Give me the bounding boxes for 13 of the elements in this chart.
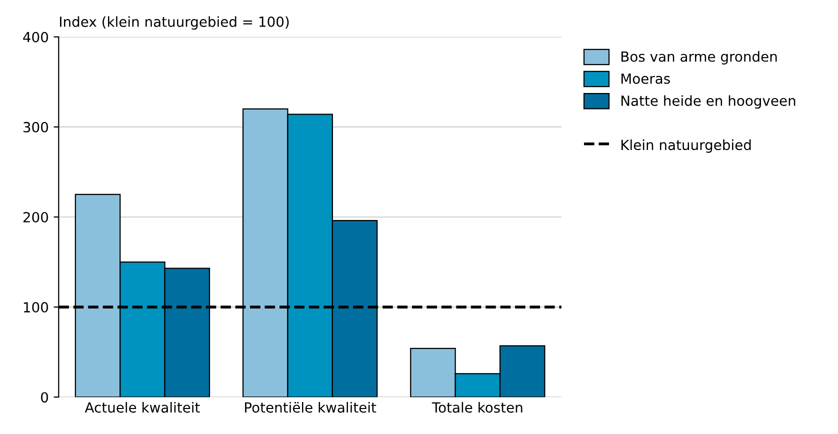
y-tick-label: 200	[23, 212, 48, 222]
y-tick-label: 100	[24, 302, 48, 313]
legend-label: Klein natuurgebied	[621, 139, 751, 153]
y-tick-label: 400	[23, 32, 48, 42]
legend-label: Bos van arme gronden	[621, 51, 777, 64]
y-tick-label: 300	[23, 122, 48, 132]
x-tick-label: Actuele kwaliteit	[84, 402, 200, 413]
legend-label: Moeras	[621, 74, 670, 84]
y-tick-label: 0	[41, 392, 48, 403]
x-tick-label: Totale kosten	[432, 402, 522, 413]
x-tick-label: Potentiële kwaliteit	[245, 402, 376, 413]
y-axis-title: Index (klein natuurgebied = 100)	[60, 16, 289, 30]
legend-label: Natte heide en hoogveen	[621, 95, 796, 109]
